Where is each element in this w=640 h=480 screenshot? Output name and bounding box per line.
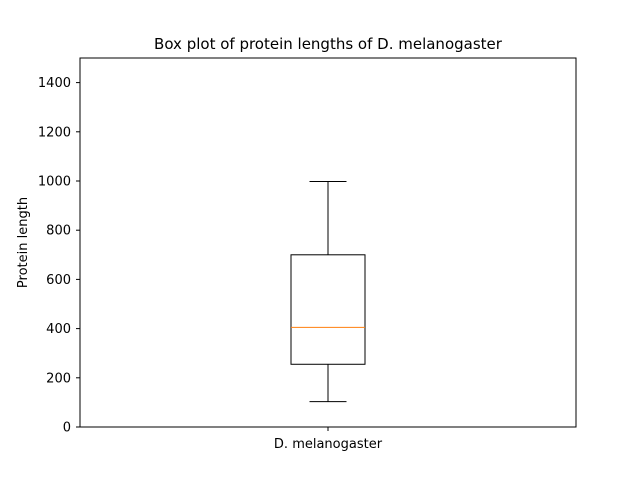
iqr-box: [290, 254, 366, 365]
y-tick-label: 800: [46, 224, 71, 239]
y-tick-label: 400: [46, 322, 71, 337]
y-axis-label: Protein length: [16, 197, 31, 288]
plot-frame: [79, 57, 577, 428]
y-tick-label: 0: [63, 421, 71, 436]
y-axis-ticks: 0 200 400 600 800 1000 1200 1400 D. melanogaster: [38, 76, 383, 452]
y-tick-label: 1000: [38, 175, 71, 190]
y-tick-label: 200: [46, 371, 71, 386]
y-tick-label: 1200: [38, 125, 71, 140]
y-tick-label: 600: [46, 273, 71, 288]
y-tick-label: 1400: [38, 76, 71, 91]
x-tick-label: D. melanogaster: [274, 437, 383, 452]
box-plot-marks: [290, 180, 366, 403]
chart-title: Box plot of protein lengths of D. melano…: [154, 35, 503, 53]
